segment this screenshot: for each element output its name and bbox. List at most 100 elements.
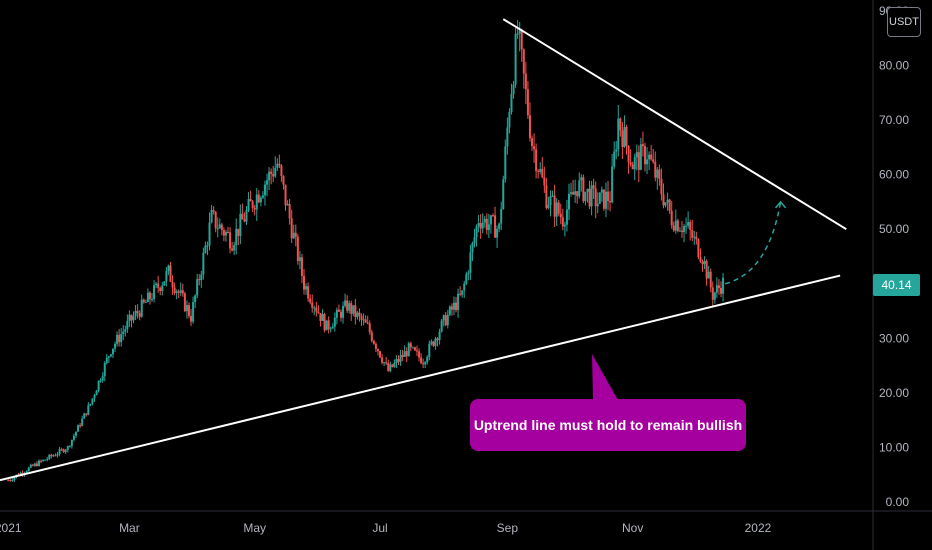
candle-body	[588, 188, 591, 207]
candle-body	[586, 188, 589, 192]
candle-body	[477, 222, 480, 227]
candle-body	[46, 458, 49, 460]
candle-body	[722, 277, 725, 294]
candles	[7, 20, 725, 483]
candle-body	[208, 222, 211, 246]
candle-body	[487, 224, 490, 230]
candle-body	[570, 192, 573, 194]
candle-body	[52, 455, 55, 457]
candle-body	[522, 49, 525, 74]
candle-body	[617, 118, 620, 150]
candle-body	[7, 480, 10, 482]
candle-body	[401, 355, 404, 357]
candle-body	[467, 272, 470, 275]
candle-body	[475, 226, 478, 238]
candle-body	[270, 171, 273, 174]
candle-body	[105, 357, 108, 363]
candle-body	[286, 203, 289, 206]
candle-body	[171, 281, 174, 288]
candle-body	[711, 287, 714, 300]
candle-body	[173, 287, 176, 293]
y-tick-label: 70.00	[879, 113, 909, 127]
candle-body	[510, 94, 513, 113]
candle-body	[567, 193, 570, 210]
candle-body	[648, 154, 651, 160]
candle-body	[393, 362, 396, 367]
candle-body	[446, 314, 449, 326]
candle-body	[627, 145, 630, 163]
candle-body	[652, 159, 655, 162]
candle-body	[379, 351, 382, 358]
candle-body	[25, 471, 28, 473]
candle-body	[555, 202, 558, 217]
candle-body	[514, 33, 517, 85]
candle-body	[155, 283, 158, 286]
candle-body	[448, 306, 451, 315]
candle-body	[602, 189, 605, 209]
candle-body	[282, 176, 285, 185]
candle-body	[516, 33, 519, 35]
candle-body	[56, 454, 59, 456]
candle-body	[91, 398, 94, 404]
candle-body	[664, 202, 667, 206]
candle-body	[719, 287, 722, 294]
candle-body	[557, 202, 560, 214]
candle-body	[307, 286, 310, 299]
candle-body	[79, 425, 82, 427]
candle-body	[549, 196, 552, 206]
candle-body	[639, 144, 642, 170]
candle-body	[559, 213, 562, 218]
candle-body	[450, 306, 453, 310]
candle-body	[668, 199, 671, 211]
candle-body	[405, 351, 408, 357]
candle-body	[167, 265, 170, 272]
candle-body	[251, 201, 254, 209]
candle-body	[177, 291, 180, 293]
candle-body	[89, 403, 92, 406]
candle-body	[699, 257, 702, 262]
candle-body	[461, 290, 464, 295]
candle-body	[389, 364, 392, 372]
candle-body	[181, 290, 184, 294]
candle-body	[607, 191, 610, 201]
candle-body	[107, 356, 110, 358]
candle-body	[200, 274, 203, 281]
candle-body	[717, 285, 720, 288]
candle-body	[471, 243, 474, 253]
candle-body	[623, 126, 626, 147]
currency-label[interactable]: USDT	[887, 7, 921, 37]
candle-body	[179, 290, 182, 293]
candle-body	[296, 236, 299, 262]
candle-body	[411, 347, 414, 349]
candle-body	[202, 252, 205, 275]
candle-body	[689, 221, 692, 230]
y-tick-label: 10.00	[879, 440, 909, 454]
candle-body	[500, 209, 503, 224]
candle-body	[520, 30, 523, 50]
candle-body	[284, 184, 287, 206]
candle-body	[543, 177, 546, 186]
candle-body	[241, 213, 244, 220]
candle-body	[713, 292, 716, 300]
candle-body	[598, 192, 601, 204]
candle-body	[263, 184, 266, 196]
candle-body	[198, 279, 201, 281]
candle-body	[600, 189, 603, 193]
candle-body	[422, 363, 425, 365]
candle-body	[235, 228, 238, 246]
candle-body	[545, 185, 548, 208]
candle-body	[539, 168, 542, 172]
candle-body	[204, 245, 207, 253]
candle-body	[701, 261, 704, 265]
candle-body	[537, 171, 540, 173]
candle-body	[582, 177, 585, 202]
candle-body	[512, 84, 515, 95]
candle-body	[364, 319, 367, 323]
x-tick-label: Nov	[622, 521, 643, 535]
candle-body	[643, 146, 646, 165]
x-tick-label: Jul	[372, 521, 387, 535]
candle-body	[709, 271, 712, 288]
candle-body	[237, 228, 240, 236]
candle-body	[621, 130, 624, 147]
